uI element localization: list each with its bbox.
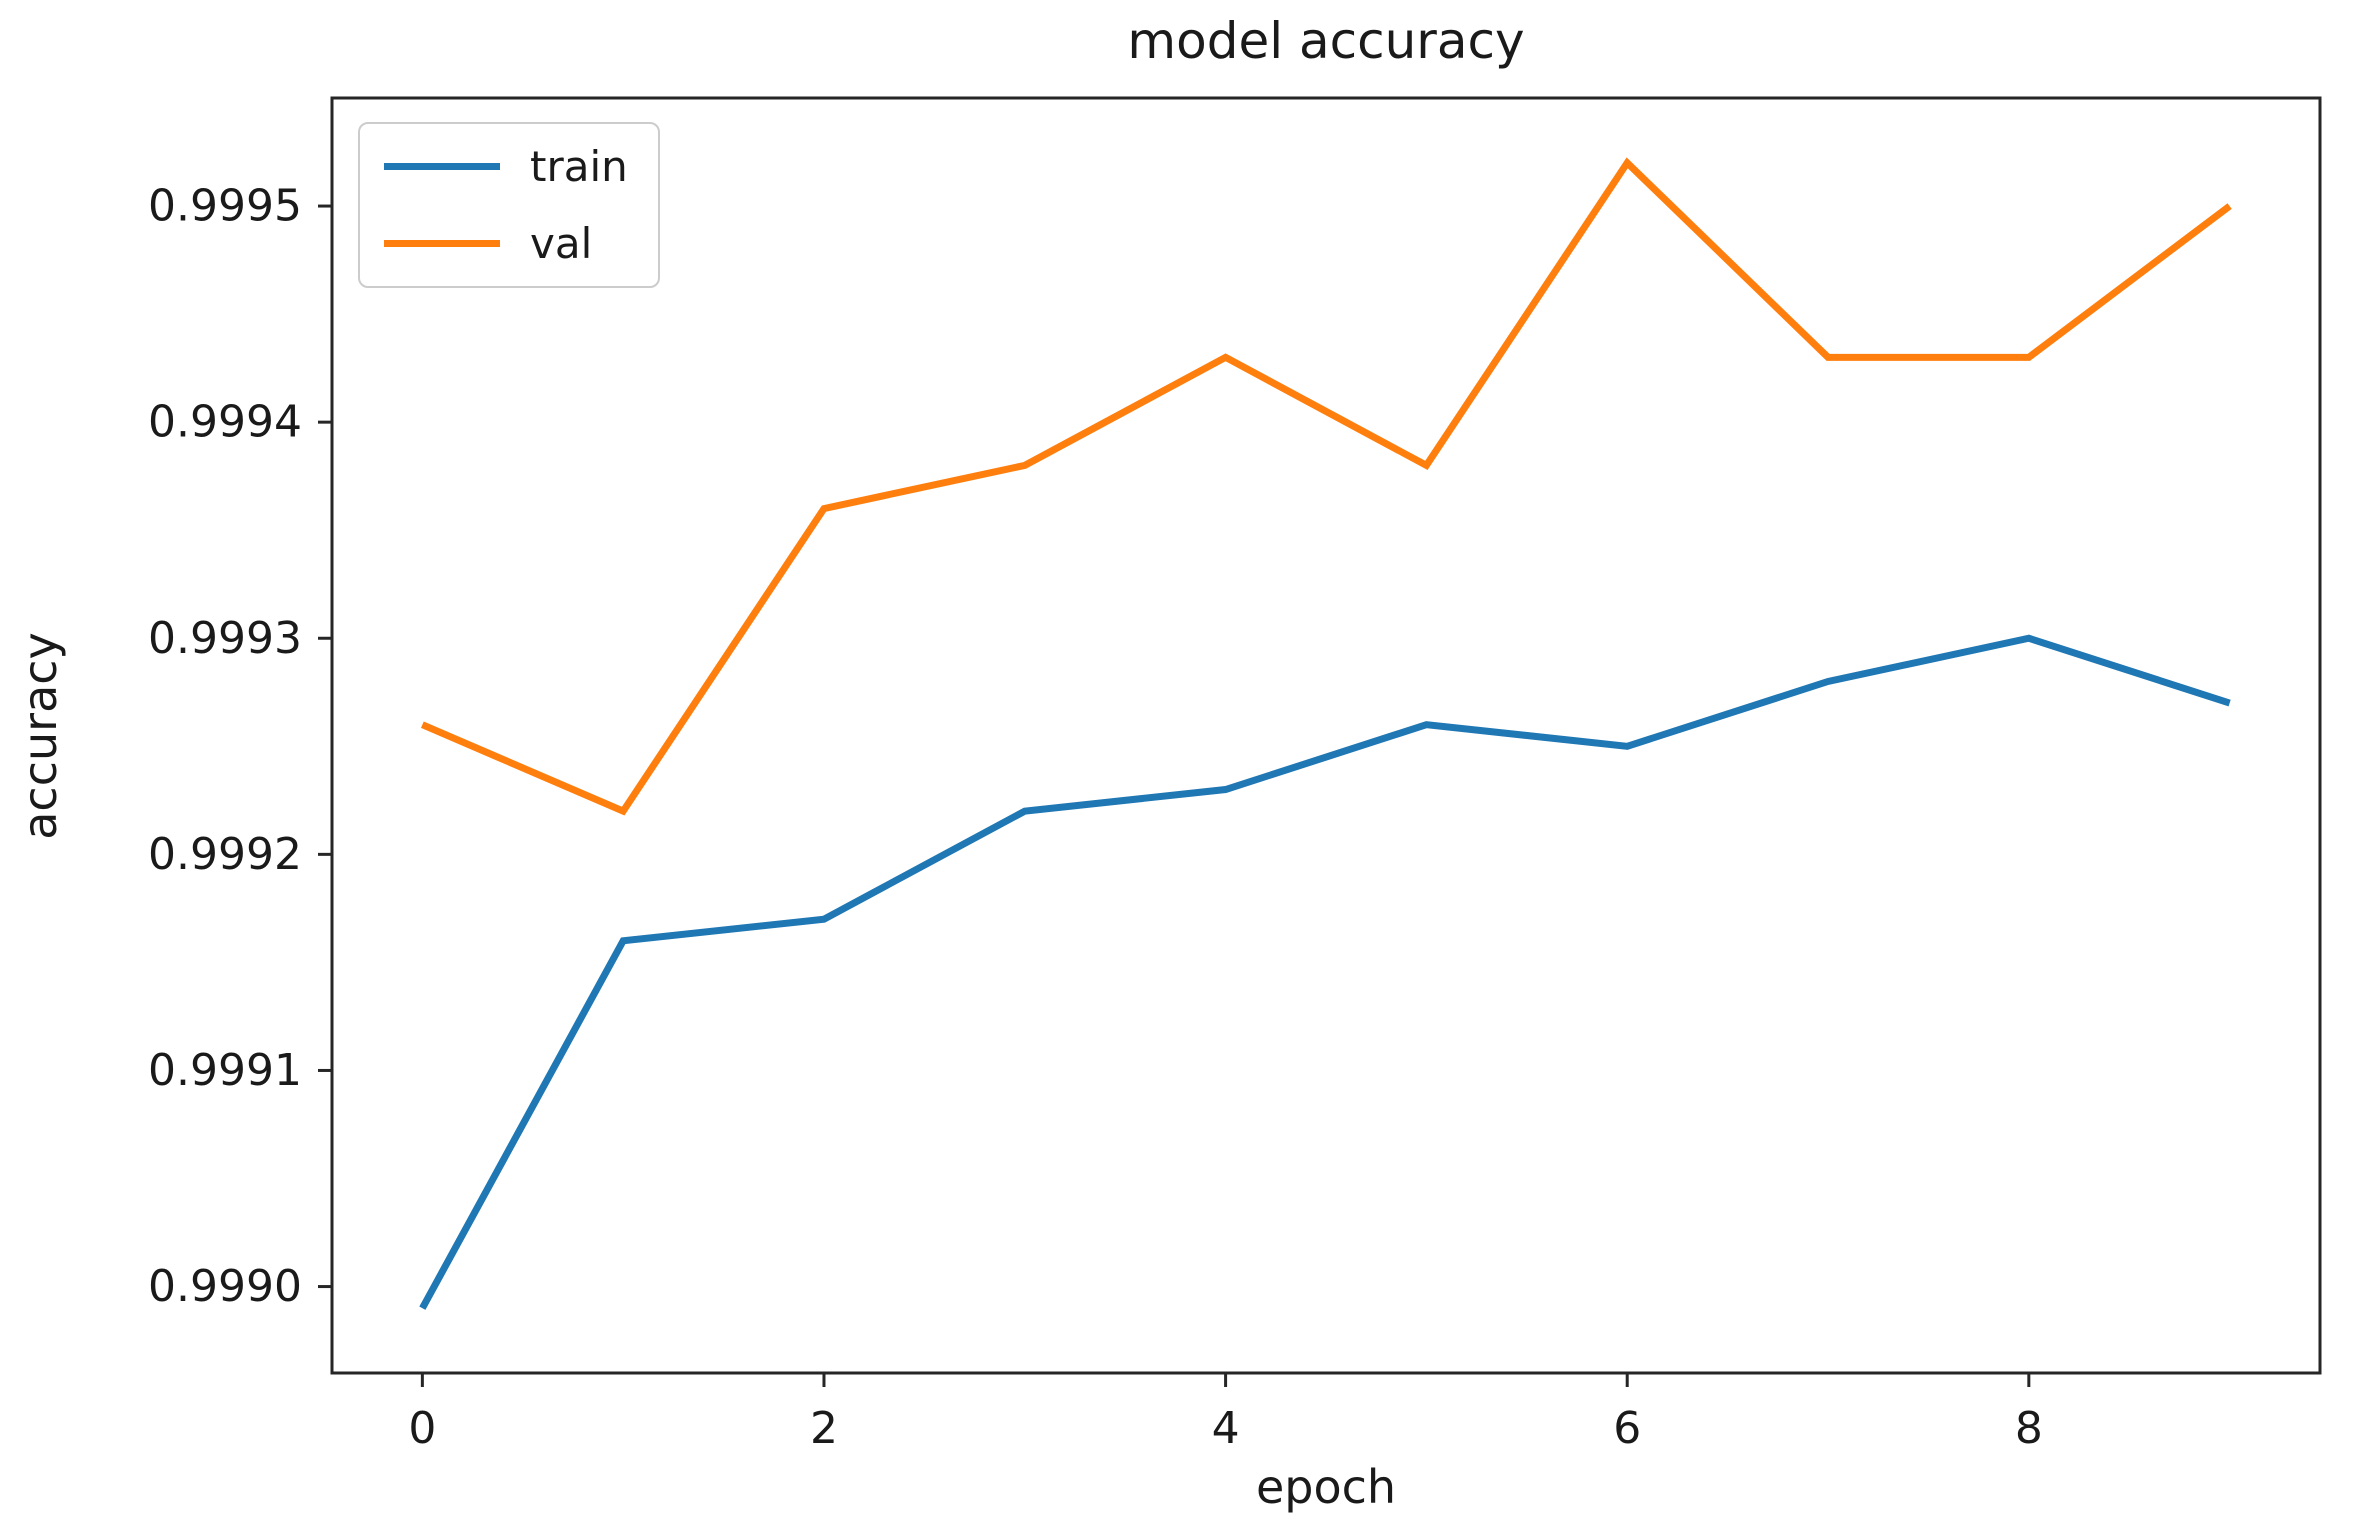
y-tick-label: 0.9990 <box>148 1261 302 1312</box>
y-tick-label: 0.9992 <box>148 829 302 880</box>
x-tick-label: 8 <box>2015 1403 2043 1454</box>
train-line <box>419 634 2231 1310</box>
y-tick-label: 0.9991 <box>148 1045 302 1096</box>
val-line <box>420 157 2232 816</box>
x-tick-label: 2 <box>810 1403 838 1454</box>
x-tick-label: 0 <box>408 1403 436 1454</box>
y-tick-label: 0.9995 <box>148 181 302 232</box>
axes-spines <box>330 96 2322 1375</box>
legend-item-val: val <box>384 219 628 268</box>
legend: train val <box>358 122 660 288</box>
val-legend-swatch <box>384 240 500 247</box>
chart-title: model accuracy <box>1127 12 1525 70</box>
x-tick-label: 6 <box>1613 1403 1641 1454</box>
y-tick-label: 0.9993 <box>148 613 302 664</box>
train-legend-label: train <box>530 142 628 191</box>
y-tick-label: 0.9994 <box>148 397 302 448</box>
train-legend-swatch <box>384 163 500 170</box>
x-axis-label: epoch <box>1255 1460 1397 1514</box>
x-tick-label: 4 <box>1212 1403 1240 1454</box>
legend-item-train: train <box>384 142 628 191</box>
val-legend-label: val <box>530 219 593 268</box>
